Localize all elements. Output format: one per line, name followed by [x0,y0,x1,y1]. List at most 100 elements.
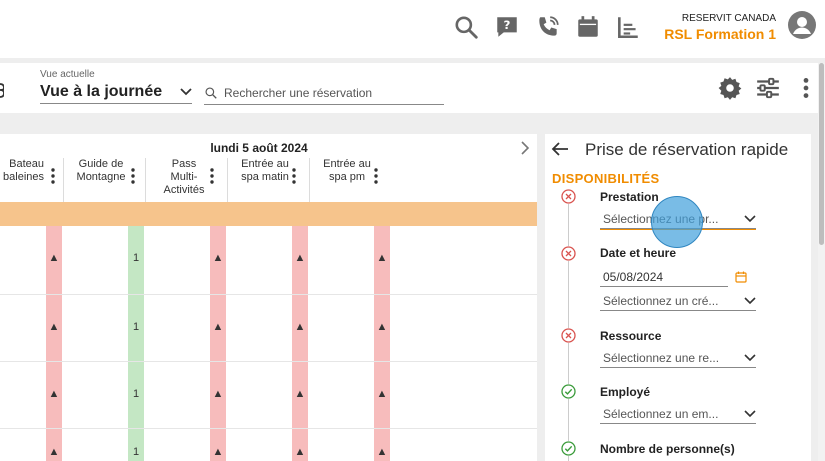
column-divider [227,158,228,202]
column-menu-icon[interactable] [291,168,297,184]
column-header-bateau[interactable]: Bateau baleines [0,158,44,224]
top-header: ? RESERVIT CANADA RSL Formation 1 [0,0,825,58]
column-header-pass[interactable]: Pass Multi- Activités [156,158,212,224]
people-label: Nombre de personne(s) [600,442,735,456]
svg-text:?: ? [504,18,511,32]
chevron-down-icon [744,409,756,417]
column-header-spa-matin[interactable]: Entrée au spa matin [236,158,294,224]
availability-column-spa-pm[interactable] [374,226,390,461]
error-icon [561,328,576,343]
availability-column-spa-matin[interactable] [292,226,308,461]
column-menu-icon[interactable] [209,168,215,184]
warning-icon[interactable]: ▲ [376,446,388,458]
column-label: spa matin [241,171,289,183]
scroll-thumb[interactable] [819,63,824,245]
reports-icon[interactable] [613,12,643,42]
column-header-spa-pm[interactable]: Entrée au spa pm [318,158,376,224]
date-input[interactable]: 05/08/2024 [600,267,728,287]
available-count[interactable]: 1 [132,446,140,458]
quick-booking-panel: Prise de réservation rapide DISPONIBILIT… [545,134,811,461]
warning-icon[interactable]: ▲ [294,388,306,400]
calendar-date: lundi 5 août 2024 [210,141,308,155]
column-header-guide[interactable]: Guide de Montagne [72,158,130,224]
column-label: spa pm [328,171,366,183]
warning-icon[interactable]: ▲ [294,446,306,458]
check-icon [561,384,576,399]
truncated-glyph [0,83,4,98]
column-menu-icon[interactable] [50,168,56,184]
back-arrow-icon[interactable] [551,141,569,157]
warning-icon[interactable]: ▲ [48,252,60,264]
search-box[interactable] [204,82,444,105]
column-divider [309,158,310,202]
employee-label: Employé [600,385,651,399]
employee-select[interactable]: Sélectionnez un em... [600,404,756,424]
warning-icon[interactable]: ▲ [48,321,60,333]
chevron-down-icon [744,296,756,304]
warning-icon[interactable]: ▲ [48,388,60,400]
date-value: 05/08/2024 [603,269,664,284]
search-icon [205,87,217,99]
column-label: Entrée au [323,158,371,170]
chevron-down-icon [744,353,756,361]
toolbar: Vue actuelle Vue à la journée [0,63,825,113]
view-mode-value: Vue à la journée [40,82,163,100]
column-label: Activités [163,184,205,196]
warning-icon[interactable]: ▲ [376,252,388,264]
page-scrollbar[interactable] [818,63,825,461]
company-name[interactable]: RSL Formation 1 [664,26,776,42]
warning-icon[interactable]: ▲ [48,446,60,458]
calendar-icon[interactable] [573,12,603,42]
date-label: Date et heure [600,246,677,260]
time-slot-placeholder: Sélectionnez un cré... [603,293,719,308]
phone-icon[interactable] [533,12,563,42]
more-icon[interactable] [791,73,821,103]
next-day-arrow-icon[interactable] [517,140,533,156]
view-mode-label: Vue actuelle [40,69,95,80]
search-input[interactable] [224,86,424,100]
availability-column-bateau[interactable] [46,226,62,461]
warning-icon[interactable]: ▲ [376,321,388,333]
warning-icon[interactable]: ▲ [212,388,224,400]
warning-icon[interactable]: ▲ [212,321,224,333]
availability-column-guide[interactable] [128,226,144,461]
all-day-band [0,202,537,226]
column-menu-icon[interactable] [373,168,379,184]
click-indicator [651,196,703,248]
calendar-icon[interactable] [735,271,747,283]
column-label: Pass [171,158,197,170]
search-icon[interactable] [451,12,481,42]
warning-icon[interactable]: ▲ [212,446,224,458]
help-icon[interactable]: ? [492,12,522,42]
row-divider [0,361,537,362]
check-icon [561,441,576,456]
column-divider [145,158,146,202]
employee-placeholder: Sélectionnez un em... [603,406,719,421]
filters-icon[interactable] [753,73,783,103]
error-icon [561,246,576,261]
resource-placeholder: Sélectionnez une re... [603,350,720,365]
available-count[interactable]: 1 [132,252,140,264]
resource-label: Ressource [600,329,662,343]
available-count[interactable]: 1 [132,321,140,333]
settings-icon[interactable] [715,73,745,103]
avatar-icon[interactable] [788,11,816,39]
row-divider [0,294,537,295]
time-slot-select[interactable]: Sélectionnez un cré... [600,291,756,311]
prestation-label: Prestation [600,190,659,204]
column-label: Multi- [170,171,198,183]
view-mode-select[interactable]: Vue à la journée [40,80,192,104]
warning-icon[interactable]: ▲ [294,321,306,333]
chevron-down-icon [744,214,756,222]
availability-column-pass[interactable] [210,226,226,461]
warning-icon[interactable]: ▲ [294,252,306,264]
warning-icon[interactable]: ▲ [376,388,388,400]
error-icon [561,189,576,204]
row-divider [0,428,537,429]
resource-select[interactable]: Sélectionnez une re... [600,348,756,368]
available-count[interactable]: 1 [132,388,140,400]
column-menu-icon[interactable] [130,168,136,184]
warning-icon[interactable]: ▲ [212,252,224,264]
section-title: DISPONIBILITÉS [552,171,660,186]
brand-name: RESERVIT CANADA [681,13,776,24]
